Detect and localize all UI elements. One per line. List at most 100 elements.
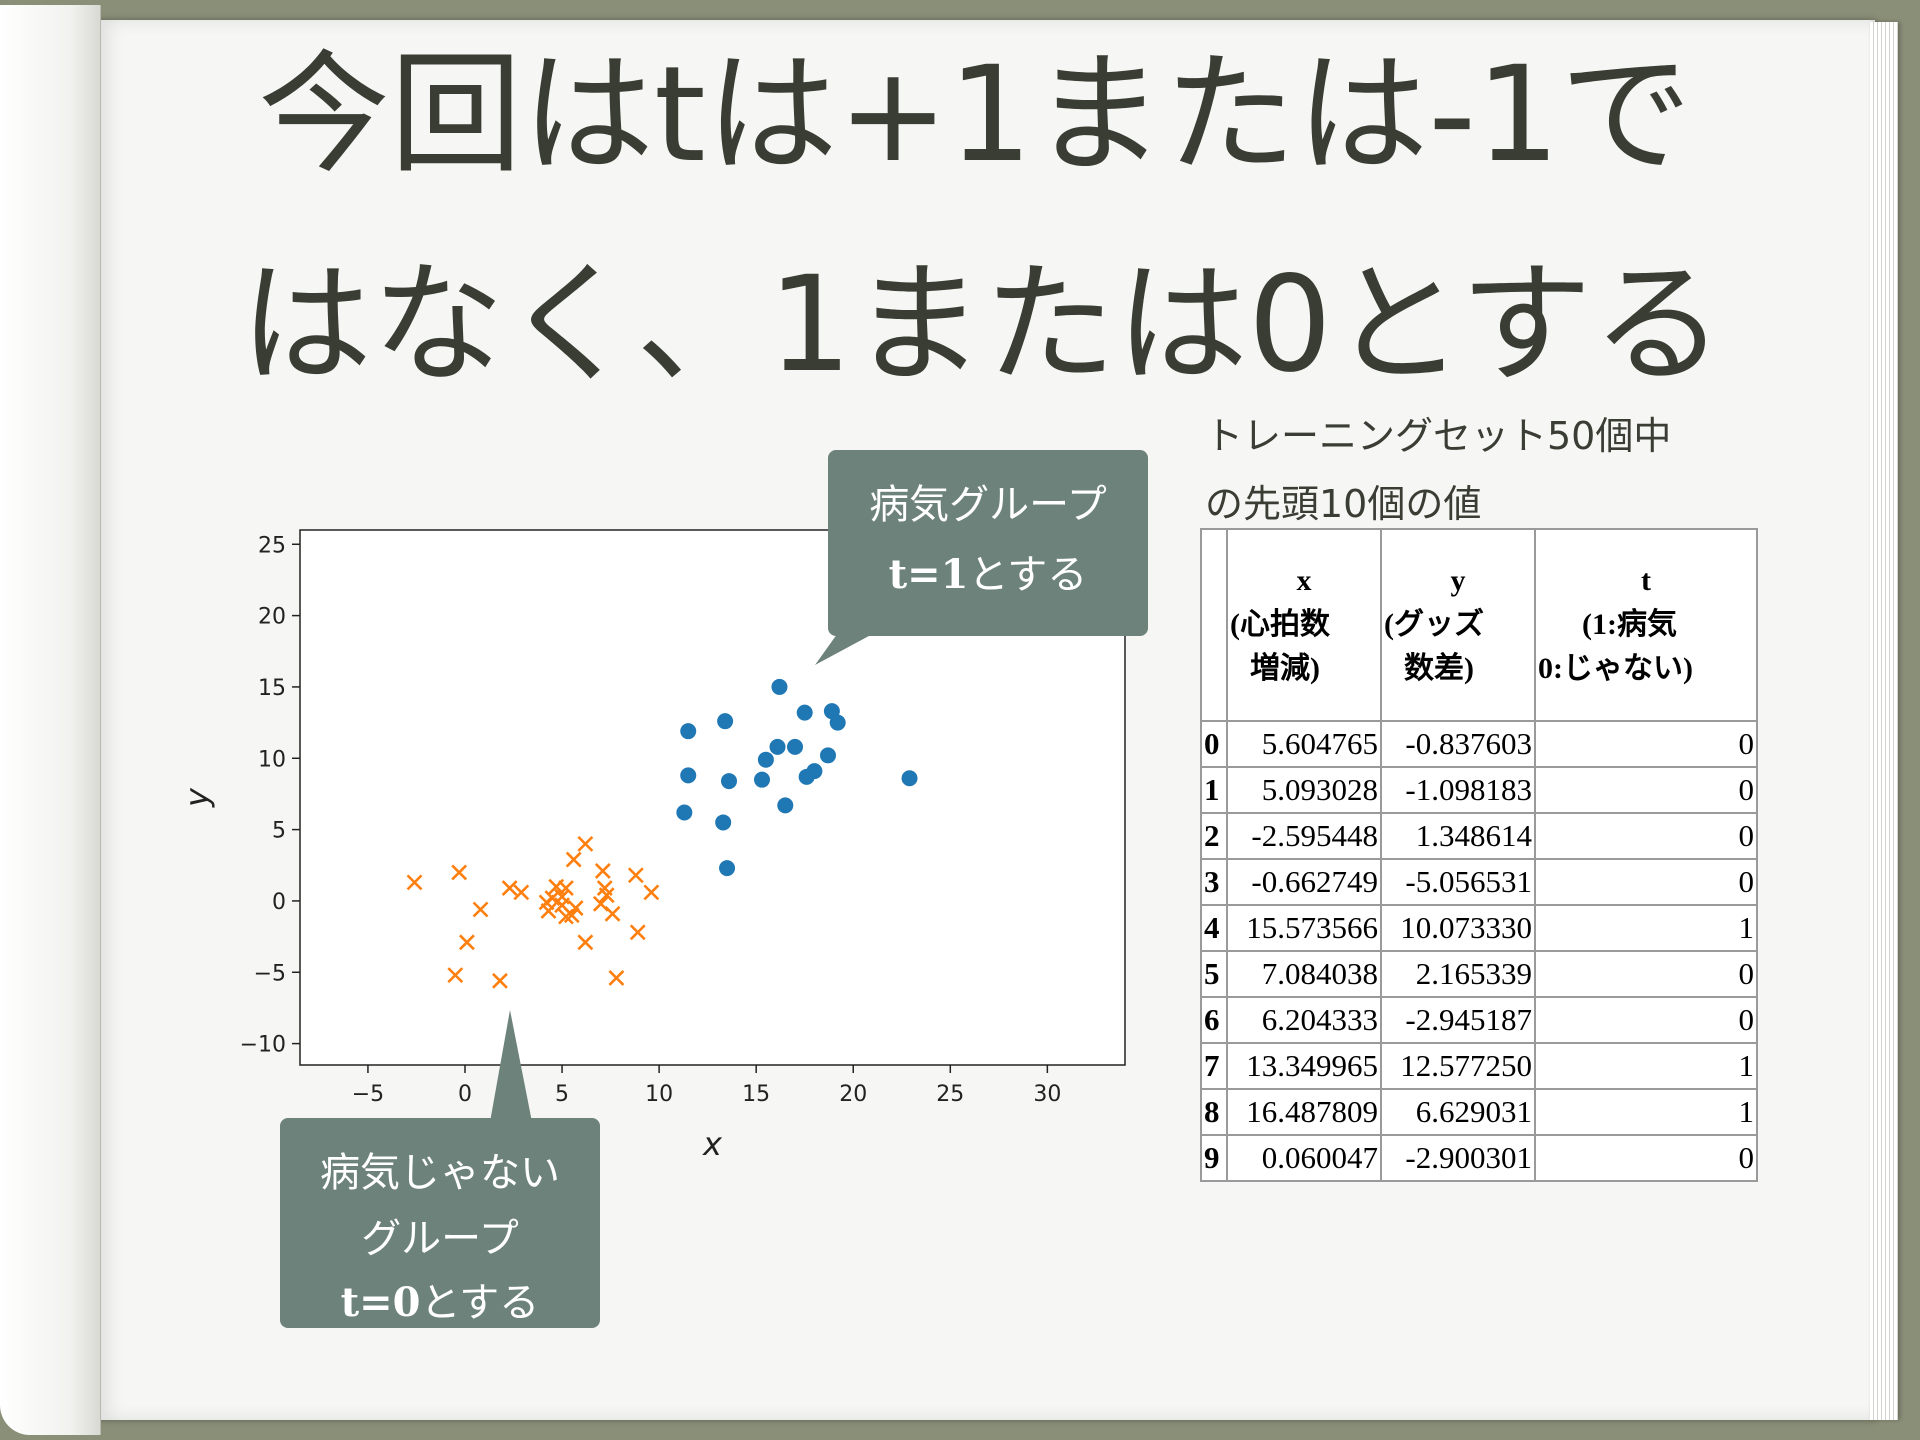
data-point-x <box>558 880 574 897</box>
data-point-x <box>492 972 508 989</box>
y-tick-label: 15 <box>258 676 286 701</box>
cell-y: 12.577250 <box>1380 1042 1536 1090</box>
cell-y: -5.056531 <box>1380 858 1536 906</box>
cell-t: 0 <box>1534 996 1758 1044</box>
header-t-desc-2: 0:じゃない) <box>1538 652 1693 685</box>
table-row: 4 15.573566 10.073330 1 <box>1200 904 1758 952</box>
table-row: 8 16.487809 6.629031 1 <box>1200 1088 1758 1136</box>
table-header-row: x (心拍数 増減) y (グッズ 数差) t (1:病気 0:じゃない) <box>1200 528 1758 722</box>
cell-x: 5.604765 <box>1226 720 1382 768</box>
cell-y: -1.098183 <box>1380 766 1536 814</box>
table-row: 2 -2.595448 1.348614 0 <box>1200 812 1758 860</box>
x-tick-label: 5 <box>555 1082 569 1107</box>
header-t-desc-1: (1:病気 <box>1582 608 1677 641</box>
data-point-circle <box>715 814 732 831</box>
y-tick-label: −10 <box>240 1033 286 1058</box>
header-y-name: y <box>1450 564 1466 597</box>
cell-x: 5.093028 <box>1226 766 1382 814</box>
table-row: 0 5.604765 -0.837603 0 <box>1200 720 1758 768</box>
header-y-desc-1: (グッズ <box>1384 608 1484 641</box>
data-point-x <box>565 851 582 868</box>
data-point-circle <box>901 770 918 787</box>
data-point-circle <box>754 771 770 788</box>
callout-healthy-t-value: t=0 <box>340 1279 421 1326</box>
data-point-x <box>451 864 468 881</box>
callout-sick-group: 病気グループ t=1とする <box>828 450 1148 636</box>
data-point-circle <box>721 773 737 790</box>
callout-sick-suffix: とする <box>968 552 1088 598</box>
cell-t: 1 <box>1534 904 1758 952</box>
data-point-x <box>598 887 615 904</box>
header-x-desc-2: 増減) <box>1250 652 1320 685</box>
data-point-circle <box>717 713 734 730</box>
cell-y: 6.629031 <box>1380 1088 1536 1136</box>
data-point-x <box>558 908 574 925</box>
x-tick-label: 15 <box>742 1082 770 1107</box>
header-t-name: t <box>1641 564 1651 597</box>
cell-idx: 9 <box>1200 1134 1228 1182</box>
cell-idx: 8 <box>1200 1088 1228 1136</box>
cell-x: -2.595448 <box>1226 812 1382 860</box>
cell-x: 6.204333 <box>1226 996 1382 1044</box>
cell-x: 15.573566 <box>1226 904 1382 952</box>
data-point-x <box>513 884 530 901</box>
data-point-circle <box>798 768 815 785</box>
cell-idx: 7 <box>1200 1042 1228 1090</box>
cell-idx: 0 <box>1200 720 1228 768</box>
cell-t: 0 <box>1534 720 1758 768</box>
cell-t: 1 <box>1534 1088 1758 1136</box>
cell-idx: 2 <box>1200 812 1228 860</box>
data-point-x <box>501 880 518 897</box>
callout-sick-label: 病気グループ <box>869 482 1107 528</box>
table-row: 7 13.349965 12.577250 1 <box>1200 1042 1758 1090</box>
cell-t: 0 <box>1534 858 1758 906</box>
data-point-circle <box>787 738 803 755</box>
data-point-circle <box>769 738 786 755</box>
data-point-x <box>459 934 475 951</box>
callout-healthy-group: 病気じゃない グループ t=0とする <box>280 1118 600 1328</box>
data-point-circle <box>676 804 693 821</box>
cell-y: -2.900301 <box>1380 1134 1536 1182</box>
callout-sick-t-value: t=1 <box>888 551 969 598</box>
callout-healthy-label-2: グループ <box>361 1216 519 1262</box>
data-point-x <box>447 967 464 984</box>
x-tick-label: 25 <box>936 1082 964 1107</box>
cell-t: 0 <box>1534 766 1758 814</box>
y-tick-label: 25 <box>258 533 286 558</box>
table-row: 3 -0.662749 -5.056531 0 <box>1200 858 1758 906</box>
x-tick-label: 30 <box>1033 1082 1061 1107</box>
callout-sick-rule: t=1とする <box>828 542 1148 600</box>
cell-x: 13.349965 <box>1226 1042 1382 1090</box>
table-row: 5 7.084038 2.165339 0 <box>1200 950 1758 998</box>
cell-t: 0 <box>1534 1134 1758 1182</box>
data-point-circle <box>777 797 794 814</box>
cell-x: 0.060047 <box>1226 1134 1382 1182</box>
header-x-desc-1: (心拍数 <box>1230 608 1330 641</box>
table-row: 9 0.060047 -2.900301 0 <box>1200 1134 1758 1182</box>
cell-y: 1.348614 <box>1380 812 1536 860</box>
x-axis-label: x <box>702 1125 723 1163</box>
cell-t: 0 <box>1534 950 1758 998</box>
data-point-x <box>629 924 646 941</box>
y-axis-label: y <box>178 787 216 808</box>
slide-title-line-1: 今回はtは+1または-1で <box>258 38 1692 192</box>
y-tick-label: −5 <box>254 961 286 986</box>
callout-healthy-suffix: とする <box>420 1280 540 1326</box>
cell-y: -0.837603 <box>1380 720 1536 768</box>
data-point-circle <box>820 747 836 764</box>
data-point-x <box>594 863 611 879</box>
x-tick-label: −5 <box>352 1082 384 1107</box>
cell-x: 7.084038 <box>1226 950 1382 998</box>
book-left-page-edge <box>0 5 101 1435</box>
callout-sick-pointer <box>815 630 880 665</box>
data-point-x <box>604 905 621 922</box>
callout-healthy-rule: t=0とする <box>280 1270 600 1328</box>
data-point-x <box>472 901 489 918</box>
table-caption-line-2: の先頭10個の値 <box>1205 482 1482 526</box>
data-point-circle <box>757 751 774 768</box>
cell-y: 10.073330 <box>1380 904 1536 952</box>
header-y-desc-2: 数差) <box>1404 652 1474 685</box>
y-tick-label: 0 <box>272 890 286 915</box>
data-point-circle <box>719 860 736 877</box>
